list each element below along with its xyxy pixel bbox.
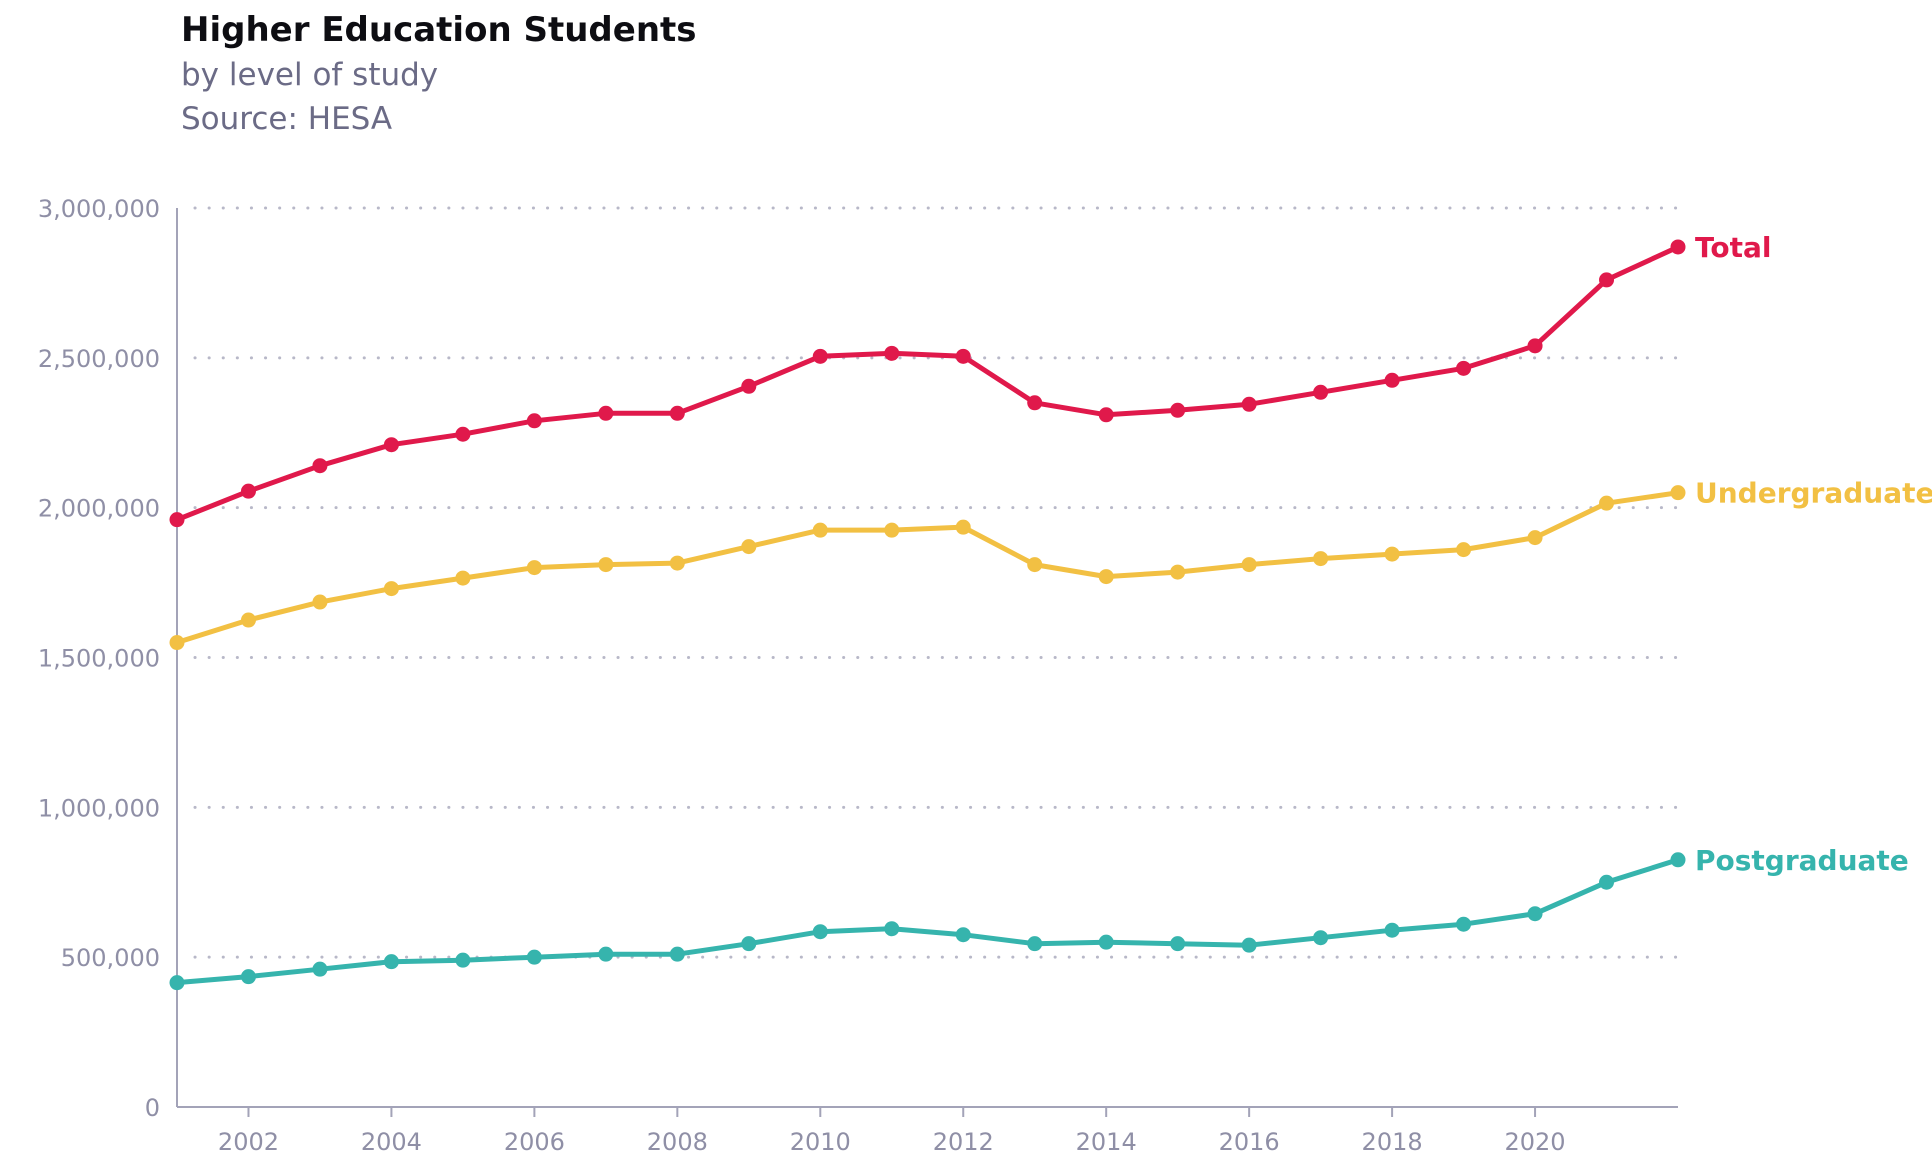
data-point <box>1456 360 1472 376</box>
data-point <box>1027 557 1043 573</box>
data-point <box>598 405 614 421</box>
data-point <box>1670 485 1686 501</box>
series-group: Total Undergraduate Postgraduate <box>169 231 1932 991</box>
data-point <box>598 946 614 962</box>
y-tick-label: 500,000 <box>61 944 160 972</box>
data-point <box>383 581 399 597</box>
data-point <box>169 512 185 528</box>
y-tick-label: 3,000,000 <box>38 195 160 223</box>
x-tick-label: 2018 <box>1362 1128 1423 1156</box>
data-point <box>1456 542 1472 558</box>
data-point <box>1599 272 1615 288</box>
data-point <box>455 426 471 442</box>
data-point <box>741 378 757 394</box>
y-tick-label: 1,500,000 <box>38 645 160 673</box>
x-tick-label: 2020 <box>1505 1128 1566 1156</box>
data-point <box>884 522 900 538</box>
data-point <box>955 519 971 535</box>
x-tick-label: 2006 <box>504 1128 565 1156</box>
data-point <box>526 949 542 965</box>
x-tick-label: 2012 <box>933 1128 994 1156</box>
data-point <box>1599 495 1615 511</box>
data-point <box>169 635 185 651</box>
data-point <box>1098 569 1114 585</box>
data-point <box>455 952 471 968</box>
data-point <box>669 946 685 962</box>
series-line <box>174 490 1681 645</box>
data-point <box>1599 874 1615 890</box>
chart-subtitle: by level of study <box>181 57 439 93</box>
data-point <box>1670 239 1686 255</box>
data-point <box>1170 564 1186 580</box>
series-postgraduate: Postgraduate <box>169 844 1909 991</box>
data-point <box>1527 338 1543 354</box>
chart-title: Higher Education Students <box>181 10 697 50</box>
x-tick-label: 2008 <box>647 1128 708 1156</box>
data-point <box>1384 372 1400 388</box>
data-point <box>884 345 900 361</box>
data-point <box>1384 546 1400 562</box>
data-point <box>240 483 256 499</box>
series-total: Total <box>169 231 1772 528</box>
data-point <box>312 458 328 474</box>
data-point <box>383 437 399 453</box>
data-point <box>1027 936 1043 952</box>
data-point <box>741 936 757 952</box>
data-point <box>526 560 542 576</box>
data-point <box>812 348 828 364</box>
data-point <box>383 954 399 970</box>
data-point <box>669 555 685 571</box>
data-point <box>1313 551 1329 567</box>
data-point <box>1098 407 1114 423</box>
data-point <box>669 405 685 421</box>
chart-source: Source: HESA <box>181 101 393 137</box>
x-tick-label: 2010 <box>790 1128 851 1156</box>
axes: 0 500,000 1,000,000 1,500,000 2,000,000 2,500… <box>38 195 1678 1156</box>
x-tick-label: 2014 <box>1076 1128 1137 1156</box>
series-undergraduate: Undergraduate <box>169 477 1932 651</box>
data-point <box>240 969 256 985</box>
data-point <box>741 539 757 555</box>
data-point <box>1313 384 1329 400</box>
data-point <box>312 594 328 610</box>
x-tick-label: 2016 <box>1219 1128 1280 1156</box>
data-point <box>812 522 828 538</box>
data-point <box>1170 936 1186 952</box>
x-tick-label: 2002 <box>218 1128 279 1156</box>
data-point <box>1456 916 1472 932</box>
data-point <box>240 612 256 628</box>
data-point <box>884 921 900 937</box>
series-label: Postgraduate <box>1695 844 1909 877</box>
data-point <box>312 961 328 977</box>
x-tick-label: 2004 <box>361 1128 422 1156</box>
data-point <box>1170 402 1186 418</box>
data-point <box>169 975 185 991</box>
y-tick-label: 2,500,000 <box>38 345 160 373</box>
data-point <box>1241 557 1257 573</box>
data-point <box>526 413 542 429</box>
data-point <box>1527 530 1543 546</box>
data-point <box>1670 852 1686 868</box>
data-point <box>812 924 828 940</box>
series-line <box>174 244 1681 523</box>
data-point <box>1384 922 1400 938</box>
y-tick-label: 0 <box>145 1094 160 1122</box>
series-line <box>174 857 1681 986</box>
data-point <box>1027 395 1043 411</box>
series-label: Total <box>1695 231 1772 264</box>
data-point <box>1098 934 1114 950</box>
data-point <box>955 927 971 943</box>
data-point <box>1241 937 1257 953</box>
data-point <box>1527 906 1543 922</box>
data-point <box>955 348 971 364</box>
data-point <box>1313 930 1329 946</box>
y-tick-label: 2,000,000 <box>38 495 160 523</box>
data-point <box>1241 396 1257 412</box>
data-point <box>455 570 471 586</box>
y-tick-label: 1,000,000 <box>38 794 160 822</box>
series-label: Undergraduate <box>1695 477 1932 510</box>
data-point <box>598 557 614 573</box>
